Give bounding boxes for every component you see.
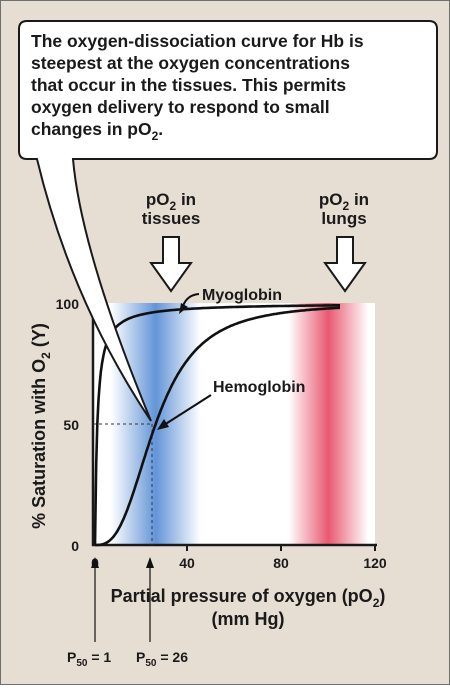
- y-tick-100: 100: [56, 296, 80, 312]
- x-axis-unit: (mm Hg): [212, 609, 285, 629]
- hemoglobin-label-pointer: [163, 394, 212, 426]
- lung-arrow-icon: [323, 236, 367, 293]
- callout-line-4: oxygen delivery to respond to small: [31, 97, 330, 117]
- x-axis-title: Partial pressure of oxygen (pO2): [111, 586, 386, 610]
- hemoglobin-label: Hemoglobin: [213, 379, 305, 396]
- x-tick-120: 120: [363, 555, 387, 571]
- callout-line-1: The oxygen-dissociation curve for Hb is: [31, 31, 364, 51]
- callout-line-2: steepest at the oxygen concentrations: [31, 53, 350, 73]
- tissue-arrow-label-line2: tissues: [142, 209, 201, 228]
- x-tick-40: 40: [179, 555, 195, 571]
- y-tick-50: 50: [63, 417, 79, 433]
- y-tick-0: 0: [71, 538, 79, 554]
- myoglobin-label-pointer: [182, 293, 200, 307]
- myoglobin-curve: [93, 304, 340, 546]
- hemoglobin-pointer-head: [157, 419, 169, 430]
- callout-line-3: that occur in the tissues. This permits: [31, 75, 346, 95]
- p50-myoglobin-label: P50 = 1: [67, 649, 111, 669]
- lung-arrow-label-line2: lungs: [321, 209, 366, 228]
- p50-hemoglobin-arrowhead: [146, 557, 154, 568]
- x-tick-80: 80: [273, 555, 289, 571]
- tissue-arrow-icon: [149, 236, 193, 293]
- p50-myoglobin-arrowhead: [91, 557, 99, 568]
- p50-hemoglobin-label: P50 = 26: [136, 649, 188, 669]
- callout-box: [18, 20, 438, 422]
- tissue-arrow-label-line1: pO2 in: [146, 190, 196, 213]
- lung-po2-band: [288, 303, 369, 545]
- hemoglobin-curve: [95, 306, 340, 547]
- y-axis-title: % Saturation with O2 (Y): [29, 323, 53, 529]
- lung-arrow-label-line1: pO2 in: [319, 190, 369, 213]
- myoglobin-pointer-head: [179, 303, 188, 314]
- myoglobin-label: Myoglobin: [202, 287, 282, 304]
